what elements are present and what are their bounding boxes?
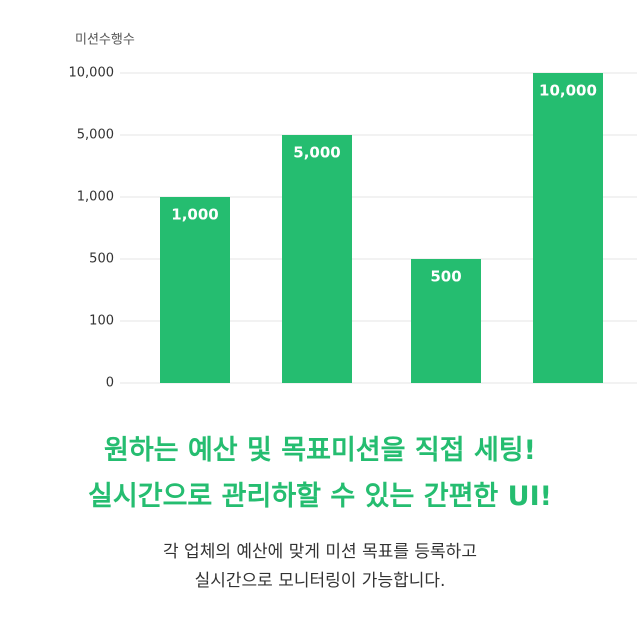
y-tick-label: 5,000 bbox=[77, 128, 114, 143]
y-tick-label: 100 bbox=[89, 314, 114, 329]
value-label: 1,000 bbox=[171, 206, 218, 224]
y-axis-label: 미션수행수 bbox=[75, 32, 135, 48]
y-tick-label: 500 bbox=[89, 252, 114, 267]
headline: 실시간으로 관리하할 수 있는 간편한 UI! bbox=[88, 481, 552, 512]
y-tick-label: 0 bbox=[106, 376, 114, 391]
bar bbox=[411, 259, 481, 383]
description: 각 업체의 예산에 맞게 미션 목표를 등록하고 bbox=[163, 542, 477, 562]
bar bbox=[533, 73, 603, 383]
value-label: 500 bbox=[430, 268, 461, 286]
y-tick-label: 10,000 bbox=[69, 66, 115, 81]
value-label: 5,000 bbox=[293, 144, 340, 162]
bar bbox=[282, 135, 352, 383]
headline: 원하는 예산 및 목표미션을 직접 세팅! bbox=[104, 435, 536, 466]
description: 실시간으로 모니터링이 가능합니다. bbox=[194, 571, 446, 591]
y-tick-label: 1,000 bbox=[77, 190, 114, 205]
chart: 미션수행수 0 100 500 1,000 5,000 10,000 1,000 5,000 5… bbox=[69, 32, 637, 391]
value-label: 10,000 bbox=[539, 82, 597, 100]
bar bbox=[160, 197, 230, 383]
